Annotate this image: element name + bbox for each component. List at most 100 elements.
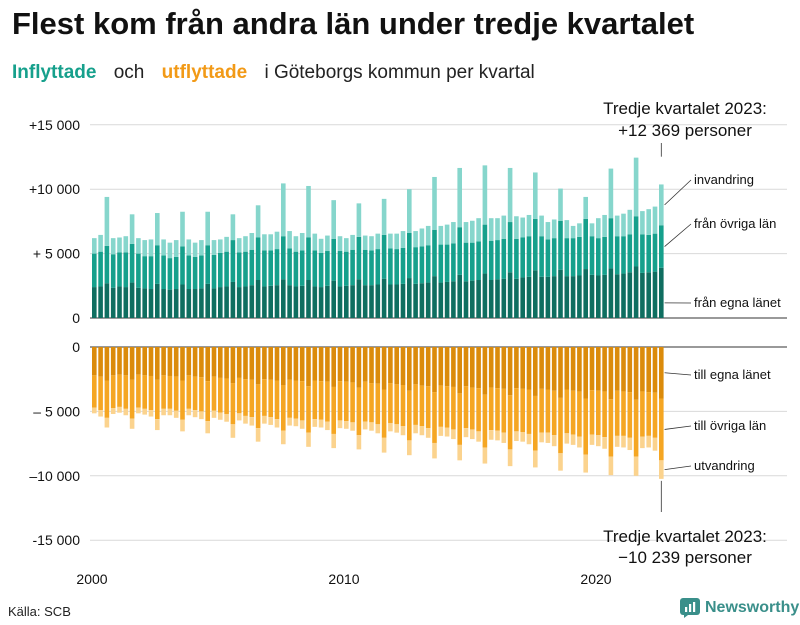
bar-out-ovriga_lan [507,395,513,450]
bar-out-utvandring [495,430,500,441]
bar-out-utvandring [199,411,204,420]
bar-in-ovriga_lan [167,258,173,290]
bar-in-egna_lanet [659,267,664,318]
bar-out-utvandring [142,408,147,415]
bar-out-ovriga_lan [192,376,198,411]
bar-out-utvandring [192,410,198,418]
bar-in-ovriga_lan [274,249,280,286]
bar-in-ovriga_lan [218,252,223,288]
bar-in-ovriga_lan [186,255,192,290]
bar-out-ovriga_lan [186,375,192,409]
bar-out-ovriga_lan [476,388,481,432]
bar-out-utvandring [148,410,154,417]
bar-out-utvandring [161,408,166,416]
bar-out-egna_lanet [287,347,292,380]
bar-out-utvandring [425,428,431,438]
bar-in-egna_lanet [211,288,217,318]
bar-in-egna_lanet [400,283,406,318]
annotation-top-line1: Tredje kvartalet 2023: [603,99,767,118]
bar-in-invandring [533,172,538,219]
bar-in-invandring [640,211,645,235]
bar-out-ovriga_lan [545,389,551,433]
bar-in-egna_lanet [551,276,557,318]
bar-in-ovriga_lan [482,224,488,274]
bar-in-invandring [589,223,595,237]
bar-out-utvandring [98,410,103,417]
bar-out-egna_lanet [136,347,141,375]
bar-out-utvandring [287,417,292,426]
bar-in-invandring [425,225,431,246]
bar-out-ovriga_lan [640,391,645,437]
bar-out-ovriga_lan [104,380,110,418]
bar-out-egna_lanet [526,347,532,390]
bar-in-ovriga_lan [344,251,349,286]
bar-out-utvandring [129,418,135,429]
label-leader [664,179,692,206]
bar-in-ovriga_lan [255,237,261,280]
bar-out-utvandring [369,422,374,431]
bar-in-ovriga_lan [539,236,544,277]
bar-in-invandring [299,232,305,251]
bar-in-ovriga_lan [407,232,412,279]
bar-out-egna_lanet [545,347,551,390]
bar-out-egna_lanet [161,347,166,376]
bar-out-egna_lanet [356,347,362,388]
subtitle: Inflyttade och utflyttade i Göteborgs ko… [12,62,535,84]
bar-in-invandring [173,240,179,257]
bar-out-ovriga_lan [394,384,399,425]
bar-out-ovriga_lan [369,383,374,423]
bar-out-ovriga_lan [482,394,488,448]
bar-in-ovriga_lan [501,238,507,279]
bar-out-utvandring [596,435,601,447]
bar-out-egna_lanet [659,347,664,399]
bar-out-utvandring [501,432,507,443]
bar-out-ovriga_lan [577,391,582,437]
bar-out-ovriga_lan [463,386,469,429]
bar-in-ovriga_lan [199,255,204,289]
bar-out-utvandring [325,421,330,431]
bar-in-egna_lanet [621,273,626,318]
bar-out-egna_lanet [589,347,595,391]
bar-out-ovriga_lan [142,375,147,409]
y-tick-label: 0 [72,310,80,326]
bar-in-invandring [325,235,330,252]
bar-in-egna_lanet [161,289,166,318]
bar-out-ovriga_lan [318,381,324,420]
bar-out-utvandring [419,426,425,436]
bar-out-egna_lanet [92,347,97,376]
bar-out-egna_lanet [350,347,355,383]
bar-in-invandring [470,220,475,243]
bar-out-egna_lanet [199,347,204,378]
bar-out-egna_lanet [394,347,399,385]
bar-in-ovriga_lan [451,243,456,282]
brand-logo[interactable]: Newsworthy [680,598,799,618]
bar-out-egna_lanet [249,347,255,380]
bar-in-ovriga_lan [470,242,475,281]
bar-in-ovriga_lan [495,240,500,280]
bar-in-invandring [583,196,588,219]
bar-out-ovriga_lan [388,383,393,423]
bar-in-ovriga_lan [306,237,311,280]
bar-in-egna_lanet [173,289,179,318]
bar-out-utvandring [180,419,185,432]
bar-out-ovriga_lan [129,379,135,419]
bar-out-utvandring [476,431,481,442]
bar-in-egna_lanet [444,281,450,318]
bar-in-ovriga_lan [148,256,154,290]
bar-in-ovriga_lan [614,236,620,275]
bar-out-ovriga_lan [312,380,318,420]
bar-out-utvandring [444,427,450,437]
bar-in-ovriga_lan [425,245,431,283]
label-leader [664,425,692,430]
bar-in-ovriga_lan [551,238,557,277]
bar-out-ovriga_lan [659,398,664,461]
bar-in-invandring [117,237,122,253]
bar-out-ovriga_lan [400,385,406,427]
bar-in-invandring [356,203,362,237]
page-title: Flest kom från andra län under tredje kv… [12,6,695,41]
bar-out-ovriga_lan [514,388,519,432]
bar-out-ovriga_lan [236,377,242,414]
bar-out-egna_lanet [255,347,261,385]
bar-in-egna_lanet [388,284,393,318]
bar-in-egna_lanet [142,288,147,318]
